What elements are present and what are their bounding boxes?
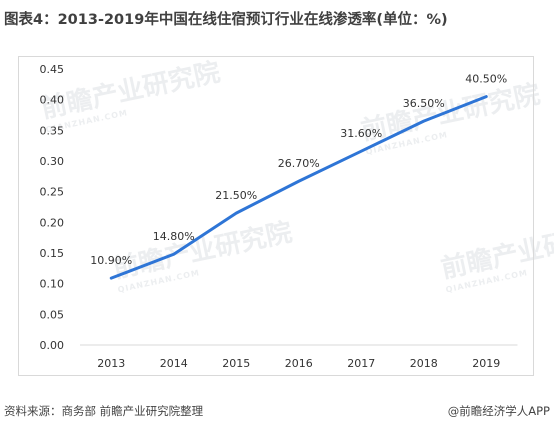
data-label: 40.50% — [465, 73, 507, 86]
y-tick-label: 0.00 — [40, 339, 65, 352]
data-label: 10.90% — [90, 254, 132, 267]
data-label: 21.50% — [215, 189, 257, 202]
y-tick-label: 0.20 — [40, 216, 65, 229]
x-tick-label: 2018 — [410, 357, 438, 370]
chart-title: 图表4：2013-2019年中国在线住宿预订行业在线渗透率(单位：%) — [4, 12, 448, 28]
data-label: 26.70% — [278, 157, 320, 170]
y-tick-label: 0.45 — [40, 63, 65, 76]
x-tick-label: 2015 — [222, 357, 250, 370]
y-tick-label: 0.05 — [40, 308, 65, 321]
y-tick-label: 0.25 — [40, 186, 65, 199]
credit-note: @前瞻经济学人APP — [447, 404, 550, 418]
y-tick-label: 0.30 — [40, 155, 65, 168]
y-tick-label: 0.15 — [40, 247, 65, 260]
source-note: 资料来源：商务部 前瞻产业研究院整理 — [4, 404, 204, 418]
axes: 0.00 0.05 0.10 0.15 0.20 0.25 0.30 0.35 0.40 0.45… — [40, 63, 518, 370]
x-tick-label: 2017 — [347, 357, 375, 370]
series: 10.90% 14.80% 21.50% 26.70% 31.60% 36.50% 40.5… — [90, 73, 507, 280]
x-tick-label: 2019 — [472, 357, 500, 370]
plot-area — [18, 56, 534, 376]
series-line — [109, 95, 488, 280]
y-tick-label: 0.35 — [40, 124, 65, 137]
y-tick-label: 0.40 — [40, 94, 65, 107]
data-label: 36.50% — [403, 97, 445, 110]
y-tick-label: 0.10 — [40, 278, 65, 291]
x-tick-label: 2014 — [160, 357, 188, 370]
data-label: 31.60% — [340, 127, 382, 140]
data-label: 14.80% — [153, 230, 195, 243]
x-tick-label: 2013 — [97, 357, 125, 370]
x-tick-label: 2016 — [285, 357, 313, 370]
